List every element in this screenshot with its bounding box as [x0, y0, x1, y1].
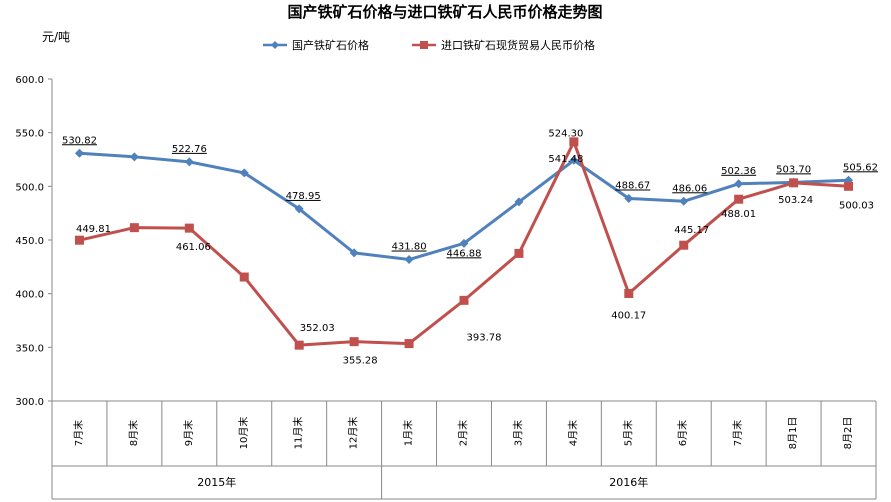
data-point-imported [184, 223, 194, 233]
data-point-imported [624, 288, 634, 298]
x-category-label: 3月末 [511, 420, 524, 446]
data-point-imported [679, 240, 689, 250]
series-layer [74, 137, 854, 350]
data-point-domestic [404, 255, 414, 265]
y-tick-label: 500.0 [15, 182, 44, 193]
x-category-label: 6月末 [676, 420, 689, 446]
data-label-domestic: 488.67 [615, 180, 650, 191]
x-category-label: 8月末 [127, 420, 140, 446]
legend: 国产铁矿石价格 进口铁矿石现货贸易人民币价格 [263, 38, 595, 52]
data-point-imported [129, 223, 139, 233]
x-axis: 7月末 8月末 9月末 10月末 11月末 12月末 1月末 2月末 3月末 4月末 5月末 6月末 7… [51, 401, 877, 500]
data-point-imported [74, 235, 84, 245]
data-point-domestic [129, 152, 139, 162]
x-category-label: 9月末 [182, 420, 195, 446]
legend-label-imported: 进口铁矿石现货贸易人民币价格 [441, 38, 595, 52]
data-label-imported: 500.03 [839, 200, 874, 211]
data-label-imported: 393.78 [467, 332, 502, 343]
legend-item-imported: 进口铁矿石现货贸易人民币价格 [412, 38, 595, 52]
y-tick-label: 600.0 [15, 75, 44, 86]
y-axis: 300.0 350.0 400.0 450.0 500.0 550.0 600.0 [15, 75, 52, 408]
data-label-imported: 503.24 [778, 195, 813, 206]
x-category-label: 11月末 [292, 417, 305, 450]
legend-marker-imported [420, 41, 428, 49]
year-group-label: 2015年 [197, 475, 236, 489]
data-label-imported: 541.48 [548, 154, 583, 165]
data-point-domestic [734, 179, 744, 189]
data-point-imported [734, 194, 744, 204]
data-point-imported [294, 340, 304, 350]
legend-marker-domestic [271, 41, 279, 49]
chart-title: 国产铁矿石价格与进口铁矿石人民币价格走势图 [287, 3, 602, 21]
y-tick-label: 400.0 [15, 290, 44, 301]
data-point-imported [844, 181, 854, 191]
data-label-imported: 352.03 [300, 323, 335, 334]
data-label-domestic: 503.70 [776, 164, 811, 175]
data-label-imported: 488.01 [721, 209, 756, 220]
data-point-domestic [74, 148, 84, 158]
data-point-domestic [624, 193, 634, 203]
data-label-domestic: 530.82 [62, 135, 97, 146]
data-point-domestic [459, 238, 469, 248]
x-category-label: 10月末 [237, 417, 250, 450]
y-tick-label: 450.0 [15, 236, 44, 247]
data-labels: 530.82 522.76 478.95 431.80 446.88 524.30 488.… [62, 128, 878, 366]
x-category-label: 5月末 [621, 420, 634, 446]
year-group-label: 2016年 [609, 475, 648, 489]
data-point-domestic [294, 204, 304, 214]
x-category-label: 8月2日 [842, 417, 854, 450]
data-point-imported [789, 178, 799, 188]
data-point-imported [349, 337, 359, 347]
data-point-domestic [514, 197, 524, 207]
data-point-domestic [569, 155, 579, 165]
data-point-imported [459, 295, 469, 305]
x-category-label: 4月末 [566, 420, 579, 446]
data-label-imported: 400.17 [611, 310, 646, 321]
data-point-imported [514, 248, 524, 258]
data-point-domestic [679, 196, 689, 206]
x-category-label: 12月末 [347, 417, 360, 450]
data-label-imported: 461.06 [176, 242, 211, 253]
data-label-domestic: 524.30 [548, 128, 583, 139]
y-axis-unit: 元/吨 [42, 30, 70, 44]
x-category-label: 8月1日 [787, 417, 799, 450]
data-label-domestic: 478.95 [286, 191, 321, 202]
x-category-label: 7月末 [731, 420, 744, 446]
y-tick-label: 300.0 [15, 397, 44, 408]
data-label-domestic: 522.76 [172, 144, 207, 155]
data-point-domestic [184, 157, 194, 167]
data-point-imported [239, 272, 249, 282]
y-tick-label: 350.0 [15, 343, 44, 354]
data-point-imported [569, 137, 579, 147]
data-label-domestic: 446.88 [447, 248, 482, 259]
data-label-domestic: 505.62 [843, 162, 878, 173]
data-label-imported: 449.81 [76, 224, 111, 235]
data-label-imported: 445.17 [674, 225, 709, 236]
x-category-label: 1月末 [402, 420, 415, 446]
data-label-domestic: 431.80 [392, 242, 427, 253]
data-label-domestic: 502.36 [721, 166, 756, 177]
data-point-domestic [239, 168, 249, 178]
data-label-imported: 355.28 [343, 356, 378, 367]
data-point-domestic [349, 248, 359, 258]
x-category-label: 7月末 [72, 420, 85, 446]
legend-label-domestic: 国产铁矿石价格 [292, 38, 369, 52]
legend-item-domestic: 国产铁矿石价格 [263, 38, 369, 52]
data-label-domestic: 486.06 [672, 183, 707, 194]
data-point-imported [404, 339, 414, 349]
y-tick-label: 550.0 [15, 129, 44, 140]
x-category-label: 2月末 [457, 420, 470, 446]
